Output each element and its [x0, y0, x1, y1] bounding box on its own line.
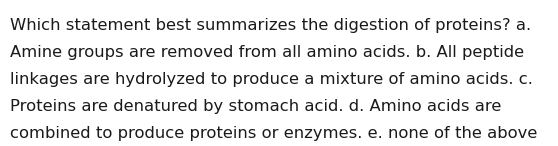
- Text: Which statement best summarizes the digestion of proteins? a.: Which statement best summarizes the dige…: [10, 18, 531, 33]
- Text: combined to produce proteins or enzymes. e. none of the above: combined to produce proteins or enzymes.…: [10, 126, 537, 141]
- Text: linkages are hydrolyzed to produce a mixture of amino acids. c.: linkages are hydrolyzed to produce a mix…: [10, 72, 533, 87]
- Text: Amine groups are removed from all amino acids. b. All peptide: Amine groups are removed from all amino …: [10, 45, 524, 60]
- Text: Proteins are denatured by stomach acid. d. Amino acids are: Proteins are denatured by stomach acid. …: [10, 99, 502, 114]
